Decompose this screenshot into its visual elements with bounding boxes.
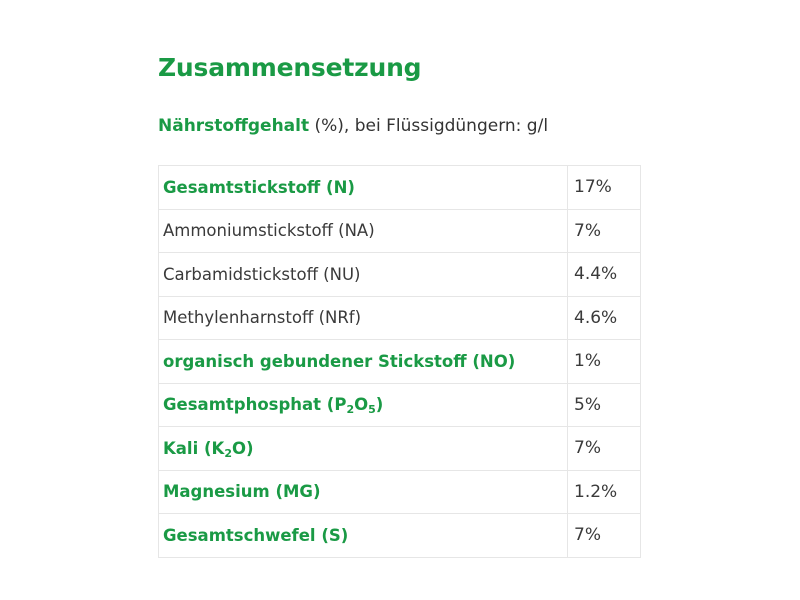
table-row: Gesamtschwefel (S) 7% <box>158 513 641 558</box>
row-label: Gesamtschwefel (S) <box>158 513 568 558</box>
nutrient-subtitle: Nährstoffgehalt (%), bei Flüssigdüngern:… <box>158 112 638 140</box>
row-value: 1.2% <box>567 469 641 514</box>
row-label-text: Kali (K <box>163 438 225 458</box>
row-value: 7% <box>567 426 641 471</box>
composition-section: Zusammensetzung Nährstoffgehalt (%), bei… <box>158 48 641 558</box>
table-row: Gesamtstickstoff (N) 17% <box>158 165 641 210</box>
row-value: 7% <box>567 208 641 253</box>
row-value: 4.4% <box>567 252 641 297</box>
row-label: Gesamtphosphat (P2O5) <box>158 382 568 427</box>
row-label-subscript: 2 <box>224 446 232 460</box>
table-row: Gesamtphosphat (P2O5) 5% <box>158 382 641 427</box>
row-label: Kali (K2O) <box>158 426 568 471</box>
row-value: 4.6% <box>567 295 641 340</box>
nutrient-table: Gesamtstickstoff (N) 17% Ammoniumstickst… <box>158 165 641 558</box>
row-label-tail: ) <box>375 395 384 415</box>
table-row: organisch gebundener Stickstoff (NO) 1% <box>158 339 641 384</box>
row-label-subscript: 2 <box>346 403 355 417</box>
table-row: Ammoniumstickstoff (NA) 7% <box>158 208 641 253</box>
table-row: Magnesium (MG) 1.2% <box>158 469 641 514</box>
row-label: Methylenharnstoff (NRf) <box>158 295 568 340</box>
table-row: Carbamidstickstoff (NU) 4.4% <box>158 252 641 297</box>
row-label-tail: O) <box>231 438 254 458</box>
row-label: Gesamtstickstoff (N) <box>158 165 568 210</box>
row-value: 1% <box>567 339 641 384</box>
row-label-element: P <box>334 395 347 415</box>
table-row: Kali (K2O) 7% <box>158 426 641 471</box>
nutrient-subtitle-highlight: Nährstoffgehalt <box>158 116 310 136</box>
nutrient-subtitle-rest: (%), bei Flüssigdüngern: g/l <box>309 116 549 136</box>
row-value: 7% <box>567 513 641 558</box>
row-label-element: O <box>354 395 369 415</box>
row-label-text: Gesamtphosphat ( <box>163 395 335 415</box>
row-label: organisch gebundener Stickstoff (NO) <box>158 339 568 384</box>
row-label: Carbamidstickstoff (NU) <box>158 252 568 297</box>
table-row: Methylenharnstoff (NRf) 4.6% <box>158 295 641 340</box>
row-label: Magnesium (MG) <box>158 469 568 514</box>
row-value: 17% <box>567 165 641 210</box>
row-label-subscript: 5 <box>368 403 376 417</box>
row-value: 5% <box>567 382 641 427</box>
row-label: Ammoniumstickstoff (NA) <box>158 208 568 253</box>
page-title: Zusammensetzung <box>158 53 422 82</box>
